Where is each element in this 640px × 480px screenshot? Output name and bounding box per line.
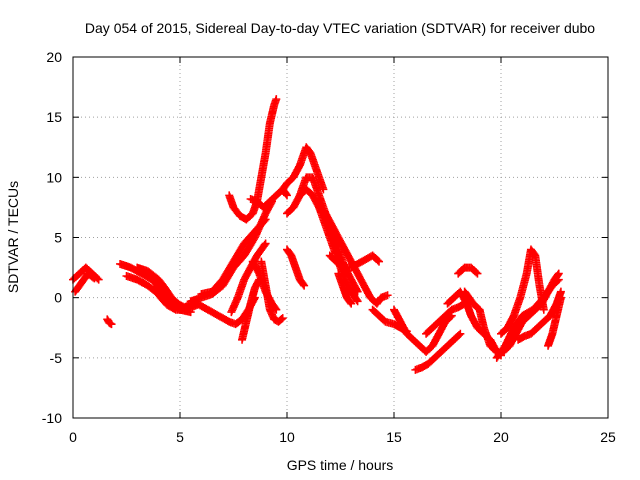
y-tick-label: 10	[46, 169, 62, 185]
data-point-marker	[353, 287, 362, 296]
x-tick-label: 10	[279, 429, 295, 445]
data-point-marker	[271, 304, 280, 313]
data-point-marker	[278, 314, 287, 323]
data-point-marker	[346, 298, 355, 307]
series-arc-6	[133, 263, 182, 308]
x-tick-labels: 0 5 10 15 20 25	[69, 429, 616, 445]
y-tick-labels: -10 -5 0 5 10 15 20	[42, 49, 62, 426]
data-point-marker	[530, 250, 539, 259]
data-point-marker	[172, 298, 181, 307]
series-arc-16	[248, 257, 281, 314]
data-point-marker	[94, 275, 103, 284]
series-arc-33	[492, 275, 563, 362]
series-arc-34	[514, 287, 565, 344]
data-point-marker	[456, 329, 465, 338]
x-tick-label: 0	[69, 429, 77, 445]
data-point-marker	[261, 215, 270, 224]
series-arc-22	[325, 251, 384, 272]
y-tick-label: 0	[54, 290, 62, 306]
data-point-marker	[90, 274, 99, 283]
series-arc-35	[544, 293, 565, 350]
data-point-marker	[89, 273, 98, 282]
series-arc-30	[454, 263, 482, 278]
series-arc-2	[71, 269, 99, 296]
data-point-marker	[300, 281, 309, 290]
data-point-marker	[277, 315, 286, 324]
chart-title: Day 054 of 2015, Sidereal Day-to-day VTE…	[85, 20, 595, 36]
data-point-marker	[299, 280, 308, 289]
data-point-marker	[373, 256, 382, 265]
data-point-marker	[556, 293, 565, 302]
axis-ticks	[72, 56, 609, 419]
data-point-marker	[283, 191, 291, 200]
series-arc-4	[116, 259, 197, 312]
y-tick-label: 5	[54, 230, 62, 246]
series-arc-27	[422, 299, 469, 338]
series-arc-9	[197, 215, 270, 299]
series-arc-29	[460, 287, 501, 356]
y-axis-label: SDTVAR / TECUs	[5, 181, 21, 293]
data-point-marker	[261, 239, 270, 248]
series-arc-31	[497, 245, 548, 338]
y-tick-label: -5	[50, 350, 63, 366]
x-tick-label: 5	[176, 429, 184, 445]
series-arc-17	[278, 143, 328, 194]
data-point-marker	[347, 299, 356, 308]
y-tick-label: 15	[46, 109, 62, 125]
data-point-marker	[282, 190, 291, 199]
data-point-marker	[455, 330, 464, 339]
series-arc-7	[150, 284, 202, 314]
series-arc-25	[390, 305, 456, 356]
y-tick-label: 20	[46, 49, 62, 65]
series-arc-23	[334, 269, 356, 308]
x-tick-label: 20	[493, 429, 509, 445]
data-point-marker	[472, 268, 481, 277]
data-point-marker	[539, 305, 548, 314]
data-point-marker	[554, 275, 563, 284]
series-arc-26	[411, 329, 465, 374]
y-tick-label: -10	[42, 410, 62, 426]
series-arc-20	[295, 185, 362, 306]
data-point-marker	[383, 291, 392, 300]
x-axis-label: GPS time / hours	[287, 457, 394, 473]
data-points	[69, 95, 565, 374]
data-point-marker	[375, 257, 384, 266]
series-arc-3	[103, 315, 116, 329]
series-arc-13	[225, 95, 281, 224]
data-point-marker	[337, 262, 346, 271]
data-point-marker	[553, 276, 562, 285]
data-point-marker	[319, 185, 328, 194]
series-arc-21	[315, 203, 392, 308]
series-arc-18	[283, 245, 309, 290]
x-tick-label: 15	[386, 429, 402, 445]
x-tick-label: 25	[600, 429, 616, 445]
data-point-marker	[353, 297, 362, 306]
data-point-marker	[272, 305, 281, 314]
data-point-marker	[272, 95, 281, 104]
data-point-marker	[107, 320, 116, 329]
data-point-marker	[473, 269, 482, 278]
